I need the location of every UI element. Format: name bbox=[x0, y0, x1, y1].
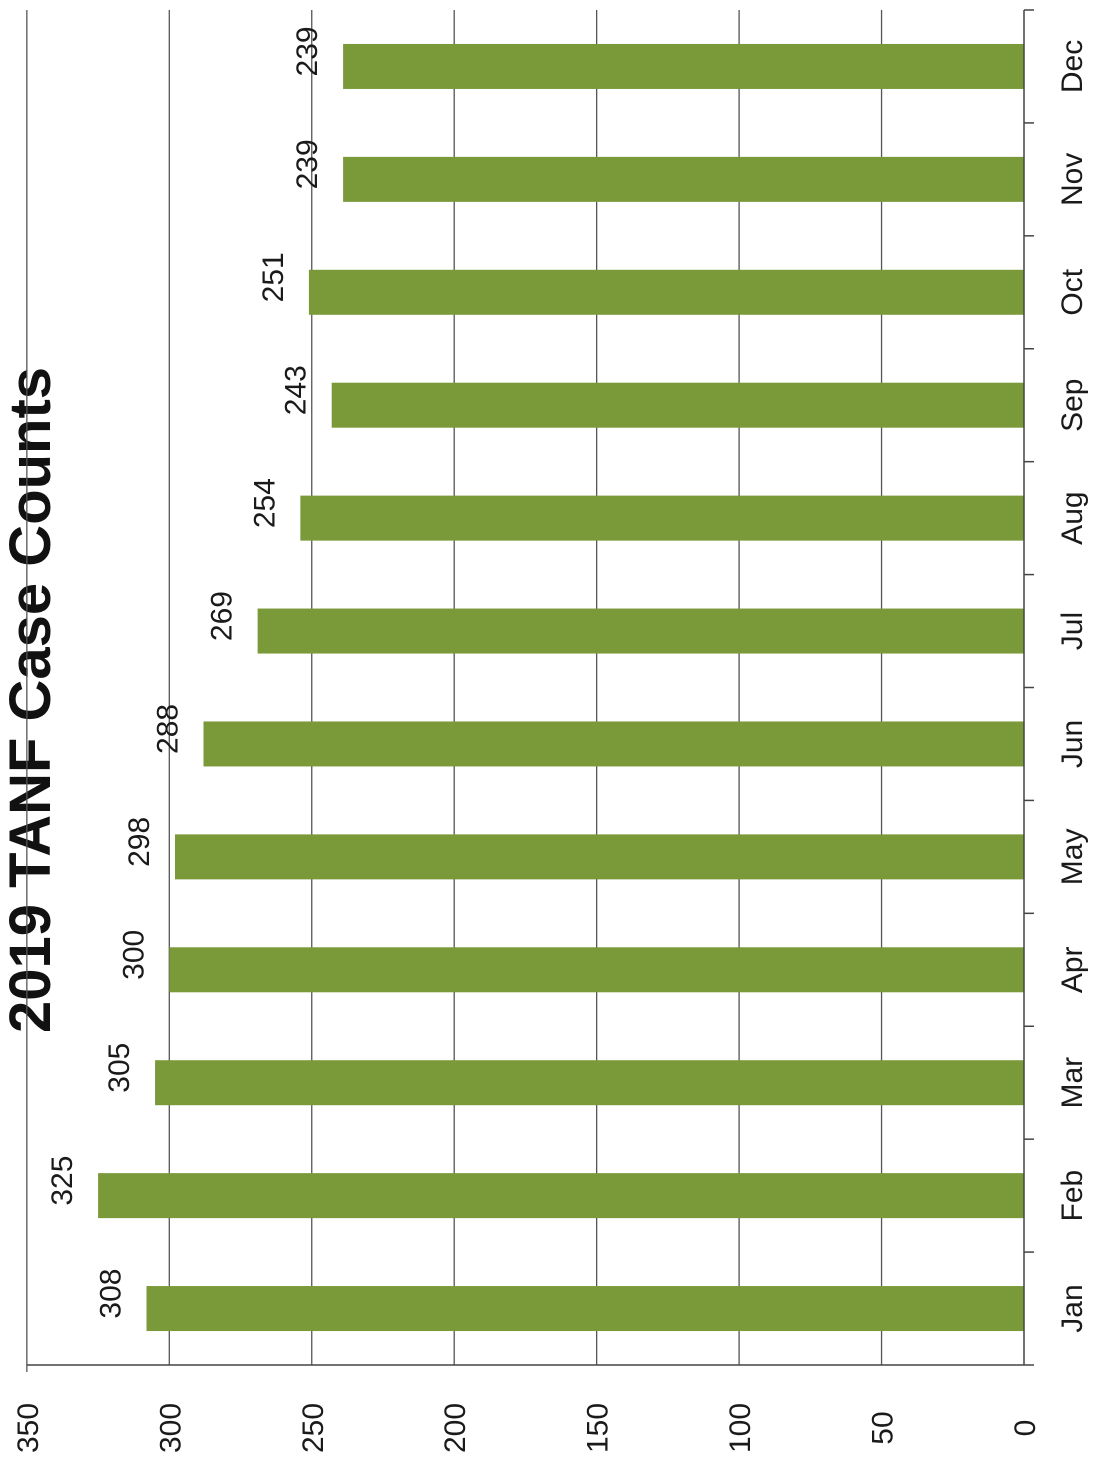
data-label-jun: 288 bbox=[151, 704, 184, 754]
bar-aug bbox=[300, 495, 1024, 541]
data-label-dec: 239 bbox=[291, 26, 324, 76]
y-tick-label: 100 bbox=[724, 1403, 757, 1453]
bar-jan bbox=[146, 1286, 1024, 1332]
bar-jun bbox=[203, 721, 1024, 767]
month-label-dec: Dec bbox=[1056, 40, 1089, 93]
y-tick-label: 350 bbox=[12, 1403, 45, 1453]
month-label-aug: Aug bbox=[1056, 491, 1089, 544]
data-label-jan: 308 bbox=[95, 1269, 128, 1319]
month-label-mar: Mar bbox=[1056, 1057, 1089, 1109]
data-label-oct: 251 bbox=[257, 252, 290, 302]
bar-apr bbox=[169, 947, 1025, 993]
data-label-sep: 243 bbox=[280, 365, 313, 415]
month-label-jul: Jul bbox=[1056, 612, 1089, 650]
y-tick-label: 150 bbox=[582, 1403, 615, 1453]
bar-feb bbox=[98, 1173, 1024, 1219]
month-label-sep: Sep bbox=[1056, 379, 1089, 432]
bar-mar bbox=[155, 1060, 1024, 1106]
gridlines bbox=[26, 10, 883, 1365]
data-label-apr: 300 bbox=[117, 930, 150, 980]
y-tick-label: 200 bbox=[439, 1403, 472, 1453]
data-label-mar: 305 bbox=[103, 1043, 136, 1093]
month-label-jan: Jan bbox=[1056, 1284, 1089, 1332]
data-label-may: 298 bbox=[123, 817, 156, 867]
bars bbox=[98, 43, 1025, 1332]
y-tick-label: 50 bbox=[867, 1411, 900, 1444]
month-label-apr: Apr bbox=[1056, 946, 1089, 993]
bar-jul bbox=[257, 608, 1024, 654]
data-label-aug: 254 bbox=[248, 478, 281, 528]
y-tick-label: 300 bbox=[154, 1403, 187, 1453]
month-label-may: May bbox=[1056, 829, 1089, 886]
data-label-feb: 325 bbox=[46, 1156, 79, 1206]
month-label-oct: Oct bbox=[1056, 268, 1089, 315]
bar-dec bbox=[343, 43, 1024, 89]
bar-oct bbox=[308, 269, 1024, 315]
y-tick-label: 250 bbox=[297, 1403, 330, 1453]
bar-sep bbox=[331, 382, 1024, 428]
month-label-jun: Jun bbox=[1056, 720, 1089, 768]
month-label-nov: Nov bbox=[1056, 153, 1089, 206]
axes: 0 50 100 150 200 250 300 350 Jan Feb Mar Apr May Jun J… bbox=[12, 9, 1089, 1453]
chart-title: 2019 TANF Case Counts bbox=[0, 367, 63, 1033]
data-label-nov: 239 bbox=[291, 139, 324, 189]
bar-may bbox=[174, 834, 1025, 880]
month-label-feb: Feb bbox=[1056, 1170, 1089, 1222]
y-tick-label: 0 bbox=[1009, 1420, 1042, 1437]
data-labels: 308 325 305 300 298 288 269 254 243 251 239 239 bbox=[46, 26, 324, 1318]
data-label-jul: 269 bbox=[206, 591, 239, 641]
bar-nov bbox=[343, 156, 1024, 202]
